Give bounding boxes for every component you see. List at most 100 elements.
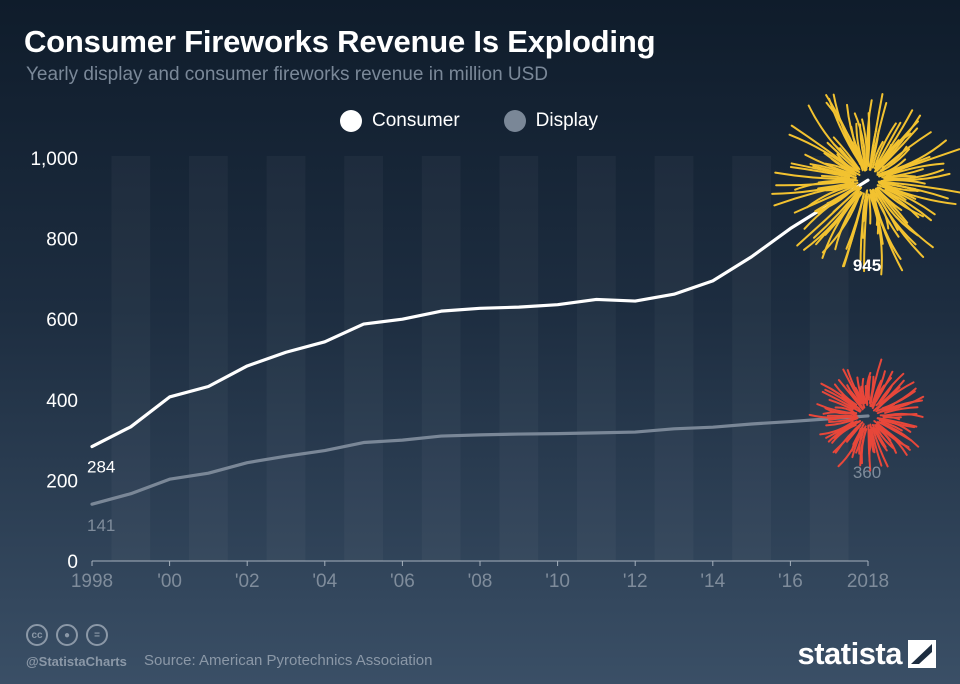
burst-ray [821,390,861,413]
series-line-consumer [90,178,870,449]
burst-ray [855,430,864,454]
burst-ray [874,187,909,224]
burst-ray [883,403,896,410]
burst-ray [875,190,925,258]
burst-ray [875,426,897,454]
burst-ray [836,153,859,173]
legend-label-display: Display [535,110,598,131]
burst-ray [876,399,924,415]
burst-ray [879,412,918,417]
burst-ray [875,423,908,456]
burst-ray [826,186,857,205]
burst-ray [793,184,857,214]
cc-icon: cc [26,624,48,646]
x-tick-label: '14 [700,571,725,592]
burst-ray [883,175,917,180]
burst-ray [874,197,890,230]
burst-ray [828,398,854,411]
burst-ray [816,403,858,415]
burst-ray [845,424,862,443]
grid-band [344,156,383,561]
burst-ray [834,406,855,414]
grid-band [732,156,771,561]
grid-band [422,156,461,561]
source-note: Source: American Pyrotechnics Associatio… [144,652,433,669]
burst-ray [850,125,866,172]
burst-ray [828,416,859,424]
burst-ray [859,428,867,467]
data-label-start-consumer: 284 [87,458,115,477]
burst-ray [832,420,862,439]
data-label-end-display: 360 [853,463,881,482]
burst-ray [796,192,855,247]
burst-ray [789,165,851,178]
burst-ray [877,180,960,194]
burst-ray [820,174,851,180]
x-tick-label: '12 [623,571,648,592]
burst-ray [880,420,903,432]
chart-subtitle: Yearly display and consumer fireworks re… [26,64,549,85]
by-icon: ● [56,624,78,646]
firework-burst [771,93,960,276]
x-tick-label: 2018 [847,571,889,592]
legend-item-consumer: Consumer [340,110,460,132]
y-tick-label: 1,000 [30,149,78,170]
series-line-display [90,414,870,506]
burst-ray [885,155,931,175]
burst-ray [886,172,951,181]
grid-bands [111,156,848,561]
burst-ray [881,390,916,410]
burst-ray [832,93,864,167]
burst-ray [884,406,919,414]
burst-ray [849,390,864,410]
x-axis: 1998 '00 '02 '04 '06 '08 '10 '12 '14 '16 2018 [71,561,889,592]
burst-ray [861,118,868,169]
burst-ray [877,190,919,237]
data-label-end-consumer: 945 [853,256,881,275]
burst-ray [867,424,871,463]
burst-ray [842,368,863,405]
x-tick-label: '16 [778,571,803,592]
burst-ray [825,420,859,439]
burst-ray [804,153,855,176]
burst-ray [871,140,884,169]
y-axis: 0 200 400 600 800 1,000 [30,149,78,573]
x-tick-label: '08 [468,571,493,592]
burst-ray [809,163,852,177]
burst-ray [880,179,926,185]
burst-ray [876,372,905,406]
burst-ray [855,122,867,172]
firework-burst [808,358,925,472]
burst-ray [862,190,868,222]
y-tick-label: 800 [46,230,78,251]
burst-ray [817,181,853,190]
burst-ray [874,122,897,167]
burst-ray [873,121,902,170]
burst-ray [823,152,861,176]
statista-logo-icon [908,640,936,668]
license-icons: cc ● = [26,624,116,646]
burst-ray [773,181,859,207]
statista-logo[interactable]: statista [797,636,936,672]
burst-ray [871,423,888,452]
data-label-start-display: 141 [87,516,115,535]
x-tick-label: '02 [235,571,260,592]
burst-ray [866,99,873,168]
burst-ray [870,370,886,408]
burst-ray [881,139,947,174]
x-tick-label: '00 [157,571,182,592]
burst-ray [821,190,862,254]
burst-ray [833,383,858,406]
burst-ray [842,194,865,268]
burst-ray [788,133,857,175]
burst-ray [879,182,949,200]
burst-ray [869,101,888,171]
grid-band [499,156,538,561]
burst-ray [832,425,860,454]
legend-dot-consumer [340,110,362,132]
burst-ray [861,377,868,404]
burst-ray [867,193,872,225]
burst-ray [808,413,857,419]
y-tick-label: 200 [46,471,78,492]
burst-ray [824,162,857,177]
